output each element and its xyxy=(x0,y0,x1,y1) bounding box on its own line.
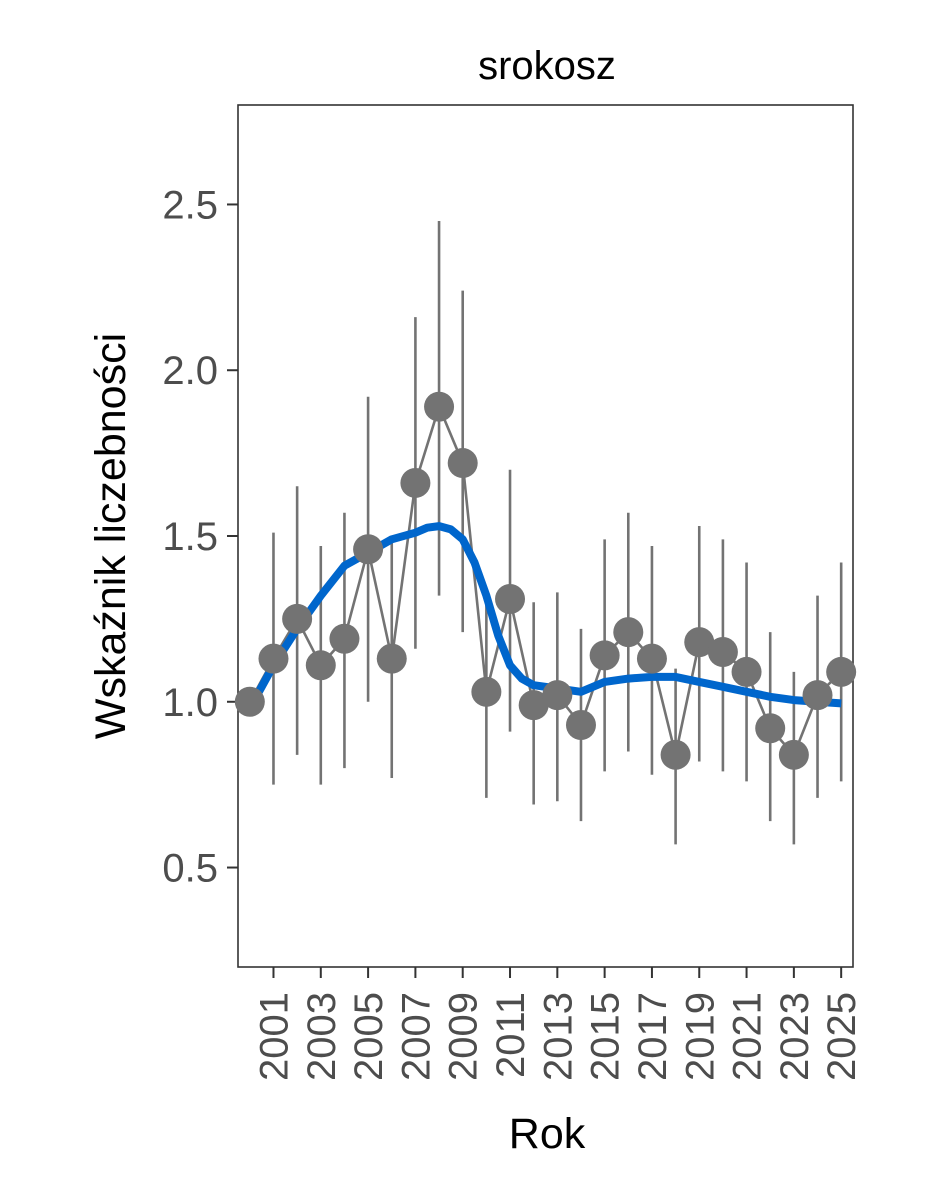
data-point xyxy=(684,627,715,658)
data-point xyxy=(234,686,265,717)
x-tick-label: 2011 xyxy=(489,992,533,1078)
data-point xyxy=(589,640,620,671)
data-point xyxy=(376,643,407,674)
x-tick-label: 2025 xyxy=(820,992,864,1081)
x-axis-label: Rok xyxy=(509,1110,586,1158)
data-point xyxy=(707,637,738,668)
data-point xyxy=(495,583,526,614)
y-tick-label: 1.0 xyxy=(162,681,218,725)
y-tick-label: 1.5 xyxy=(162,515,218,559)
data-point xyxy=(636,643,667,674)
data-point xyxy=(424,391,455,422)
data-point xyxy=(258,643,289,674)
data-point xyxy=(660,739,691,770)
x-tick-label: 2007 xyxy=(394,992,438,1081)
data-point xyxy=(329,623,360,654)
data-point xyxy=(518,690,549,721)
y-axis-label: Wskaźnik liczebności xyxy=(87,333,135,739)
data-point xyxy=(353,534,384,565)
chart-title: srokosz xyxy=(478,44,616,88)
data-point xyxy=(731,656,762,687)
x-axis: 2001 2003 2005 2007 2009 2011 2013 2015 2017 2019… xyxy=(252,967,864,1081)
data-point xyxy=(755,713,786,744)
data-point xyxy=(282,603,313,634)
data-point xyxy=(565,709,596,740)
x-tick-label: 2009 xyxy=(442,992,486,1081)
y-tick-label: 2.5 xyxy=(162,183,218,227)
data-point xyxy=(447,448,478,479)
data-point xyxy=(305,650,336,681)
y-tick-label: 2.0 xyxy=(162,349,218,393)
x-tick-label: 2005 xyxy=(347,992,391,1081)
x-tick-label: 2013 xyxy=(536,992,580,1081)
x-tick-label: 2019 xyxy=(678,992,722,1081)
data-point xyxy=(471,676,502,707)
x-tick-label: 2017 xyxy=(631,992,675,1081)
x-tick-label: 2001 xyxy=(252,992,296,1081)
data-point xyxy=(400,467,431,498)
y-axis: 0.5 1.0 1.5 2.0 2.5 xyxy=(162,183,238,891)
data-point xyxy=(613,617,644,648)
y-tick-label: 0.5 xyxy=(162,847,218,891)
plot-panel xyxy=(237,104,854,968)
x-tick-label: 2023 xyxy=(773,992,817,1081)
data-point xyxy=(778,739,809,770)
data-point xyxy=(802,680,833,711)
x-tick-label: 2021 xyxy=(726,992,770,1081)
x-tick-label: 2003 xyxy=(300,992,344,1081)
x-tick-label: 2015 xyxy=(584,992,628,1081)
data-point xyxy=(826,656,857,687)
data-point xyxy=(542,680,573,711)
data-points xyxy=(234,391,857,770)
